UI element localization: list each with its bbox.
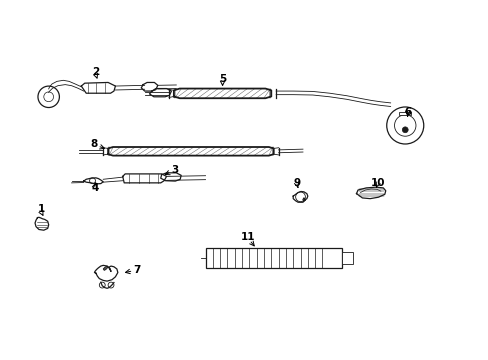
Text: 9: 9 [293,177,300,188]
Text: 1: 1 [38,204,45,215]
Text: 3: 3 [171,165,179,175]
Text: 7: 7 [133,265,141,275]
Text: 10: 10 [370,177,385,188]
Text: 4: 4 [91,183,99,193]
Circle shape [402,127,407,133]
Polygon shape [103,266,108,270]
Text: 2: 2 [92,67,100,77]
Text: 8: 8 [91,139,98,149]
Bar [341,252,352,264]
Text: 5: 5 [219,74,226,84]
Text: 11: 11 [241,232,255,242]
Bar [205,248,341,268]
Bar [399,112,410,116]
Text: 6: 6 [403,107,410,117]
